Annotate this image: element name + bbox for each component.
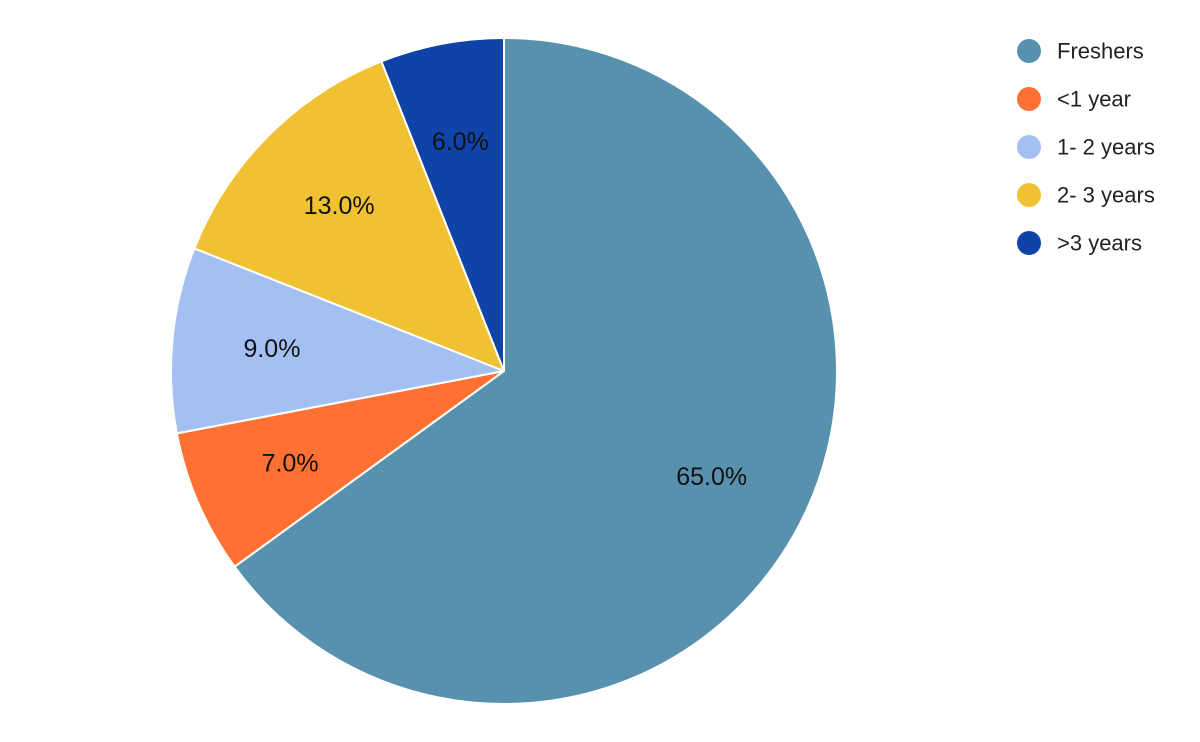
legend-swatch-4 bbox=[1017, 231, 1041, 255]
pie-slice-1 bbox=[175, 370, 505, 568]
legend-item-1: <1 year bbox=[1017, 87, 1131, 112]
legend-swatch-0 bbox=[1017, 39, 1041, 63]
slice-value-label-3: 13.0% bbox=[304, 192, 375, 220]
slice-value-label-0: 65.0% bbox=[676, 463, 747, 491]
legend-item-3: 2- 3 years bbox=[1017, 183, 1155, 208]
pie-slice-4 bbox=[380, 37, 505, 372]
pie-slice-3 bbox=[193, 60, 505, 372]
legend-label-0: Freshers bbox=[1057, 39, 1144, 64]
legend-label-1: <1 year bbox=[1057, 87, 1131, 112]
slice-value-label-1: 7.0% bbox=[262, 450, 319, 478]
legend-label-3: 2- 3 years bbox=[1057, 183, 1155, 208]
pie-slices bbox=[170, 37, 838, 705]
legend-swatch-3 bbox=[1017, 183, 1041, 207]
slice-value-label-4: 6.0% bbox=[432, 128, 489, 156]
legend-swatch-2 bbox=[1017, 135, 1041, 159]
legend-item-4: >3 years bbox=[1017, 231, 1142, 256]
slice-value-label-2: 9.0% bbox=[243, 335, 300, 363]
legend-label-4: >3 years bbox=[1057, 231, 1142, 256]
legend-item-2: 1- 2 years bbox=[1017, 135, 1155, 160]
legend-label-2: 1- 2 years bbox=[1057, 135, 1155, 160]
legend-swatch-1 bbox=[1017, 87, 1041, 111]
pie-slice-labels: 65.0% 7.0% 9.0% 13.0% 6.0% bbox=[243, 128, 747, 491]
pie-slice-0 bbox=[233, 37, 838, 705]
legend-item-0: Freshers bbox=[1017, 39, 1144, 64]
legend: Freshers <1 year 1- 2 years 2- 3 years >3 ye… bbox=[1017, 39, 1155, 256]
pie-slice-2 bbox=[170, 247, 505, 435]
